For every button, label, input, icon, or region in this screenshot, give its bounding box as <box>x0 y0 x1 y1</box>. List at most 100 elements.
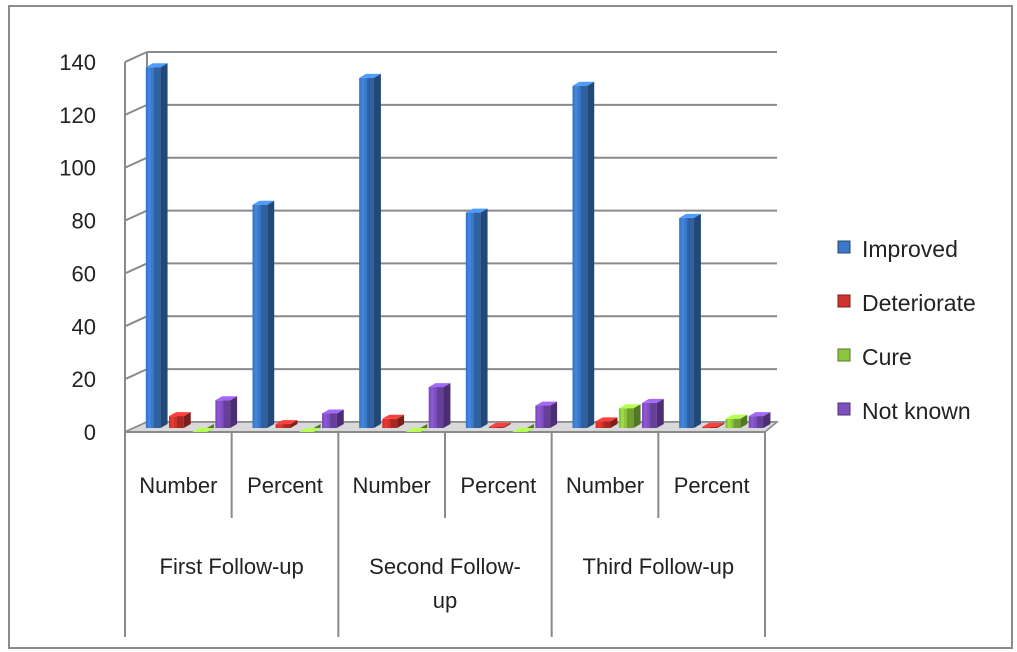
x-axis-layer: Number Percent Number Percent Number Percent F… <box>124 432 766 637</box>
bar <box>298 424 321 432</box>
bar-front-shade <box>580 85 588 429</box>
bar-front-highlight <box>384 418 388 428</box>
y-tick-label: 60 <box>72 261 96 286</box>
bar <box>488 422 511 428</box>
bar-front-highlight <box>148 67 151 429</box>
x-group-label: First Follow-up <box>160 554 304 579</box>
bar-front-highlight <box>171 416 175 428</box>
bar-top <box>748 412 771 417</box>
bar-top <box>382 414 405 419</box>
y-tick-label: 100 <box>59 156 96 181</box>
bar-front-shade <box>756 416 764 428</box>
bar-side <box>740 414 748 428</box>
bar-front-highlight <box>277 424 281 428</box>
bar-front-highlight <box>491 426 495 428</box>
bar <box>168 412 191 428</box>
bar-top <box>298 428 321 432</box>
bar-side <box>160 63 168 429</box>
bar-front-shade <box>367 77 374 428</box>
y-tick-label: 20 <box>72 367 96 392</box>
gridline-side <box>124 103 148 116</box>
bar-side <box>290 420 298 428</box>
bar-top <box>488 422 511 427</box>
x-group-label-line: Second Follow- <box>369 554 521 579</box>
bar-front-shade <box>687 217 694 428</box>
x-group-label-line: up <box>433 588 457 613</box>
bar <box>618 404 641 428</box>
bar-front <box>702 426 718 428</box>
bar-top <box>145 63 168 68</box>
bar <box>192 424 214 432</box>
legend-label: Improved <box>862 236 958 262</box>
bar-front-shade <box>260 204 268 428</box>
x-tick-label: Percent <box>460 473 536 498</box>
bar-front <box>382 418 398 428</box>
bar-front-highlight <box>361 77 365 428</box>
bar-top <box>275 420 298 425</box>
bar-top <box>512 428 534 432</box>
bar-top <box>535 401 558 406</box>
bar-front-highlight <box>430 387 434 428</box>
bar-side <box>656 398 664 428</box>
bar <box>535 401 558 428</box>
bar-top <box>192 428 214 432</box>
bar-front-shade <box>543 405 551 428</box>
legend-swatch <box>837 240 851 254</box>
bar <box>725 414 748 428</box>
bar-side <box>503 422 511 428</box>
bar-front-highlight <box>254 204 258 428</box>
bar-side <box>717 422 725 428</box>
bar-side <box>633 404 641 428</box>
bar-front-shade <box>710 426 718 428</box>
bar-front <box>275 424 291 428</box>
bar-top <box>405 428 428 432</box>
x-tick-label: Percent <box>247 473 323 498</box>
bar-front-shade <box>473 212 481 428</box>
bar-top <box>702 422 725 427</box>
legend-label: Not known <box>862 398 971 424</box>
bar-top <box>572 81 595 86</box>
bar <box>465 208 488 428</box>
bar <box>595 417 618 428</box>
bar <box>405 424 428 432</box>
bar-front-shade <box>603 421 611 428</box>
bar-top <box>465 208 488 213</box>
bar <box>428 383 451 428</box>
gridline-side <box>124 51 148 63</box>
bar-top <box>595 417 618 422</box>
bar-top <box>215 396 238 401</box>
gridline-side <box>124 262 148 275</box>
bar-side <box>230 396 238 428</box>
legend-label: Deteriorate <box>862 290 976 316</box>
legend: Improved Deteriorate Cure Not known <box>837 236 976 424</box>
bar-front-shade <box>283 424 291 428</box>
bar-side <box>183 412 191 428</box>
legend-swatch <box>837 348 851 362</box>
y-tick-label: 120 <box>59 103 96 128</box>
bar-front-shade <box>390 418 398 428</box>
chart-frame <box>8 5 1013 649</box>
bar-front-highlight <box>217 400 221 428</box>
bar-front-shade <box>733 418 741 428</box>
bar-front-highlight <box>681 217 685 428</box>
y-tick-label: 140 <box>59 50 96 75</box>
bar-side <box>443 383 451 428</box>
bar-top <box>642 398 664 403</box>
x-tick-label: Number <box>139 473 217 498</box>
bar-side <box>693 213 701 428</box>
legend-swatch <box>837 402 851 416</box>
bar-front-highlight <box>704 426 708 428</box>
legend-label: Cure <box>862 344 912 370</box>
bar-top <box>168 412 191 417</box>
bar <box>679 213 701 428</box>
y-tick-label: 80 <box>72 209 96 234</box>
bar-front <box>725 418 741 428</box>
bar-front <box>595 421 611 428</box>
bar-side <box>587 81 595 429</box>
bar-front-shade <box>626 408 634 428</box>
x-group-label: Third Follow-up <box>583 554 735 579</box>
y-tick-label: 40 <box>72 314 96 339</box>
gridline-side <box>124 209 148 222</box>
bar-front-highlight <box>324 413 328 428</box>
